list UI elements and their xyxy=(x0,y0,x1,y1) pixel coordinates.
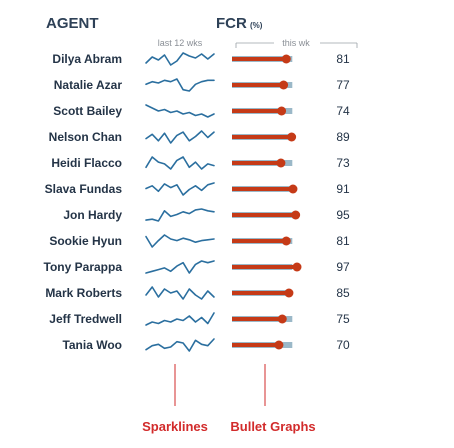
bullet-marker xyxy=(274,340,284,350)
sparkline xyxy=(145,260,215,274)
sparkline xyxy=(145,104,215,118)
bullet-bar xyxy=(232,239,287,243)
agent-row: Heidi Flacco 73 xyxy=(51,156,350,170)
sparkline-column-caption: last 12 wks xyxy=(158,38,203,48)
agent-column-header: AGENT xyxy=(46,15,99,32)
agent-row: Tania Woo 70 xyxy=(62,338,350,352)
agent-row: Mark Roberts 85 xyxy=(45,286,350,300)
agent-row: Natalie Azar 77 xyxy=(54,78,350,92)
bullet-bar xyxy=(232,265,297,269)
agent-name: Sookie Hyun xyxy=(49,234,122,248)
bullet-bar xyxy=(232,291,289,295)
bullet-marker xyxy=(291,210,301,220)
bullet-graphs-annotation: Bullet Graphs xyxy=(230,419,315,434)
agent-name: Heidi Flacco xyxy=(51,156,122,170)
bullet-bar xyxy=(232,109,282,113)
sparkline xyxy=(145,338,215,352)
agent-name: Scott Bailey xyxy=(53,104,122,118)
sparkline xyxy=(145,52,215,66)
fcr-value: 77 xyxy=(336,78,350,92)
bullet-marker xyxy=(279,80,289,90)
fcr-value: 85 xyxy=(336,286,350,300)
bullet-bar xyxy=(232,317,283,321)
fcr-value: 70 xyxy=(336,338,350,352)
bullet-bar xyxy=(232,161,281,165)
sparkline xyxy=(145,182,215,196)
sparkline xyxy=(145,234,215,248)
bullet-bar xyxy=(232,213,296,217)
fcr-value: 75 xyxy=(336,312,350,326)
agent-name: Slava Fundas xyxy=(45,182,123,196)
bullet-marker xyxy=(277,106,287,116)
sparkline xyxy=(145,208,215,222)
agent-name: Jeff Tredwell xyxy=(49,312,122,326)
agent-row: Jeff Tredwell 75 xyxy=(49,312,350,326)
agent-name: Jon Hardy xyxy=(63,208,122,222)
fcr-value: 91 xyxy=(336,182,350,196)
agent-row: Nelson Chan 89 xyxy=(49,130,350,144)
bullet-marker xyxy=(292,262,302,272)
bullet-marker xyxy=(281,236,291,246)
fcr-value: 81 xyxy=(336,234,350,248)
agent-name: Dilya Abram xyxy=(52,52,122,66)
agent-row: Tony Parappa 97 xyxy=(44,260,350,274)
fcr-value: 95 xyxy=(336,208,350,222)
sparkline xyxy=(145,286,215,300)
agent-row: Sookie Hyun 81 xyxy=(49,234,350,248)
bullet-bar xyxy=(232,57,287,61)
fcr-column-header: FCR xyxy=(216,15,247,32)
sparkline xyxy=(145,312,215,326)
sparkline xyxy=(145,130,215,144)
bullet-bar xyxy=(232,187,293,191)
bullet-column-caption: this wk xyxy=(282,38,310,48)
agent-row: Slava Fundas 91 xyxy=(45,182,350,196)
sparkline xyxy=(145,78,215,92)
fcr-unit-label: (%) xyxy=(250,21,263,30)
fcr-value: 73 xyxy=(336,156,350,170)
agent-row: Scott Bailey 74 xyxy=(53,104,350,118)
bullet-marker xyxy=(284,288,294,298)
bullet-marker xyxy=(276,158,286,168)
bullet-bar xyxy=(232,343,279,347)
bullet-bar xyxy=(232,83,284,87)
agent-name: Mark Roberts xyxy=(45,286,122,300)
fcr-value: 89 xyxy=(336,130,350,144)
sparklines-annotation: Sparklines xyxy=(142,419,208,434)
fcr-value: 81 xyxy=(336,52,350,66)
agent-name: Tania Woo xyxy=(62,338,122,352)
sparkline xyxy=(145,156,215,170)
agent-rows: Dilya Abram 81 Natalie Azar 77 Scott Bailey 7… xyxy=(44,52,350,352)
bullet-bar xyxy=(232,135,292,139)
agent-name: Natalie Azar xyxy=(54,78,123,92)
bullet-marker xyxy=(281,54,291,64)
bullet-marker xyxy=(277,314,287,324)
agent-row: Dilya Abram 81 xyxy=(52,52,350,66)
agent-row: Jon Hardy 95 xyxy=(63,208,350,222)
bullet-marker xyxy=(288,184,298,194)
agent-name: Tony Parappa xyxy=(44,260,123,274)
fcr-value: 97 xyxy=(336,260,350,274)
agent-name: Nelson Chan xyxy=(49,130,122,144)
bullet-marker xyxy=(287,132,297,142)
fcr-value: 74 xyxy=(336,104,350,118)
